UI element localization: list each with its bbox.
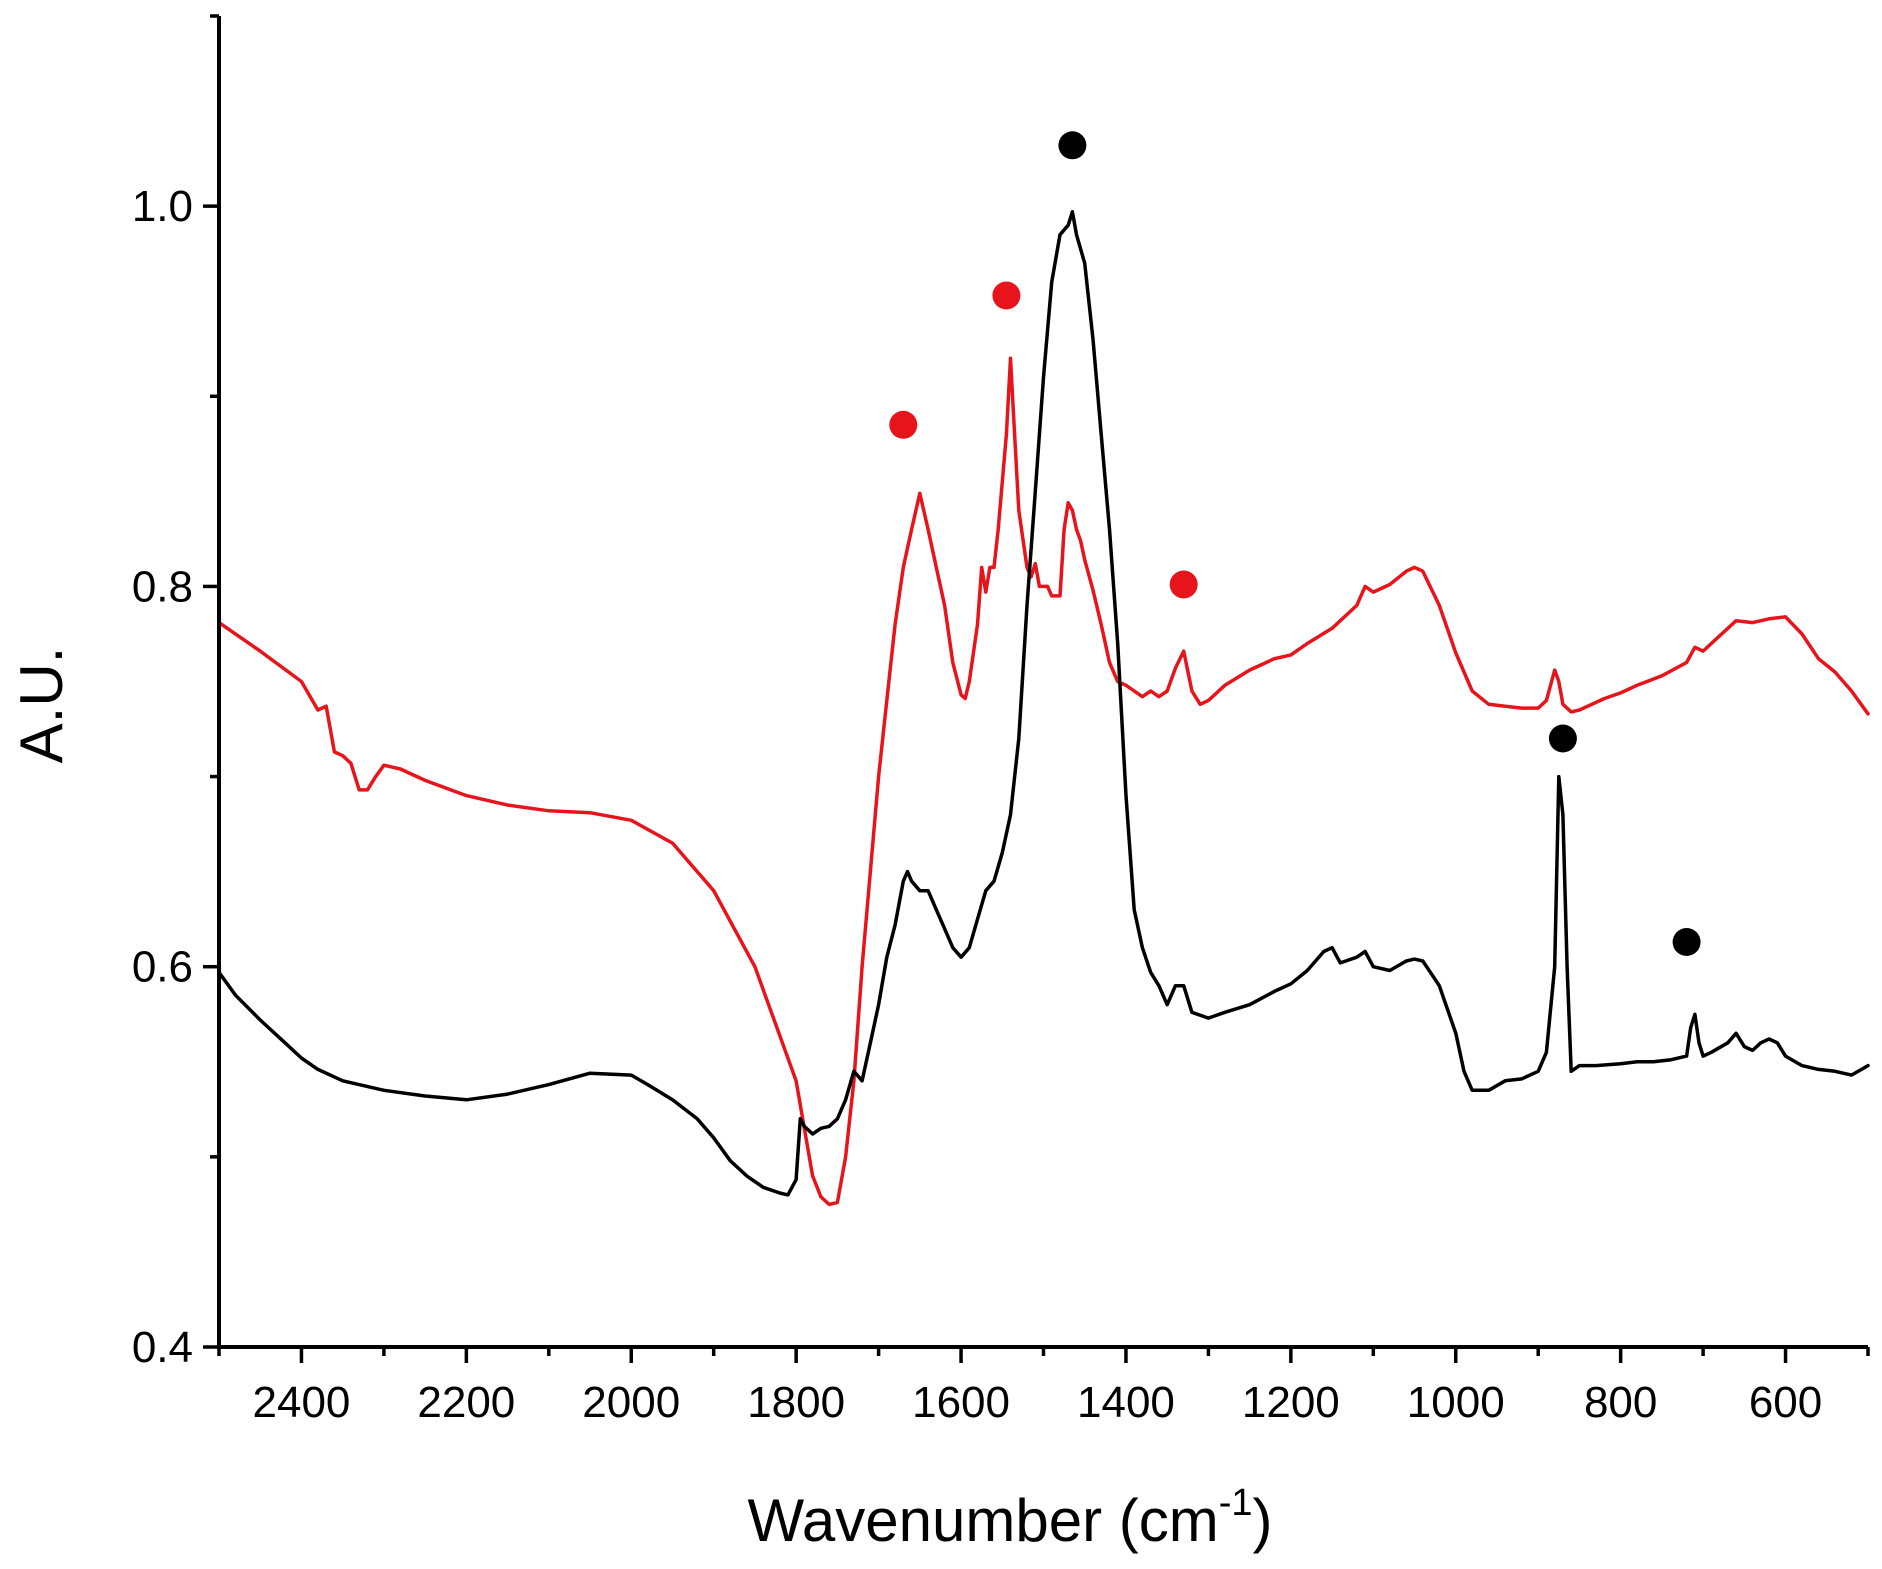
x-tick-label-1200: 1200 (1242, 1378, 1340, 1427)
y-tick-label-1.0: 1.0 (132, 182, 193, 231)
peak-marker-black-5 (1548, 724, 1577, 753)
x-tick-label-600: 600 (1749, 1378, 1822, 1427)
x-tick-label-1000: 1000 (1407, 1378, 1505, 1427)
x-tick-label-800: 800 (1584, 1378, 1657, 1427)
x-axis-title-suffix: ) (1253, 1487, 1273, 1554)
peak-marker-black-4 (1058, 131, 1087, 160)
y-axis-title: A.U. (8, 647, 75, 764)
x-tick-label-2000: 2000 (582, 1378, 680, 1427)
annotation-markers (889, 131, 1701, 956)
x-tick-label-1800: 1800 (747, 1378, 845, 1427)
peak-marker-red-1 (889, 410, 918, 439)
y-tick-label-0.8: 0.8 (132, 562, 193, 611)
x-tick-label-1600: 1600 (912, 1378, 1010, 1427)
series-line-red (217, 356, 1870, 1207)
axes: 0.4 0.6 0.8 1.0 2400 2200 2000 1800 1600 1400 1200… (132, 14, 1870, 1427)
x-axis-title: Wavenumber (cm-1) (748, 1482, 1273, 1554)
series-line-black (217, 210, 1870, 1197)
x-axis-title-superscript: -1 (1219, 1482, 1253, 1524)
peak-marker-red-2 (992, 281, 1021, 310)
y-tick-label-0.4: 0.4 (132, 1323, 193, 1372)
x-tick-label-2400: 2400 (253, 1378, 351, 1427)
peak-marker-red-3 (1169, 570, 1198, 599)
x-axis-title-main: Wavenumber (cm (748, 1487, 1219, 1554)
series-layer (217, 210, 1870, 1207)
y-tick-label-0.6: 0.6 (132, 943, 193, 992)
peak-marker-black-6 (1672, 928, 1701, 956)
x-tick-label-2200: 2200 (417, 1378, 515, 1427)
x-tick-label-1400: 1400 (1077, 1378, 1175, 1427)
